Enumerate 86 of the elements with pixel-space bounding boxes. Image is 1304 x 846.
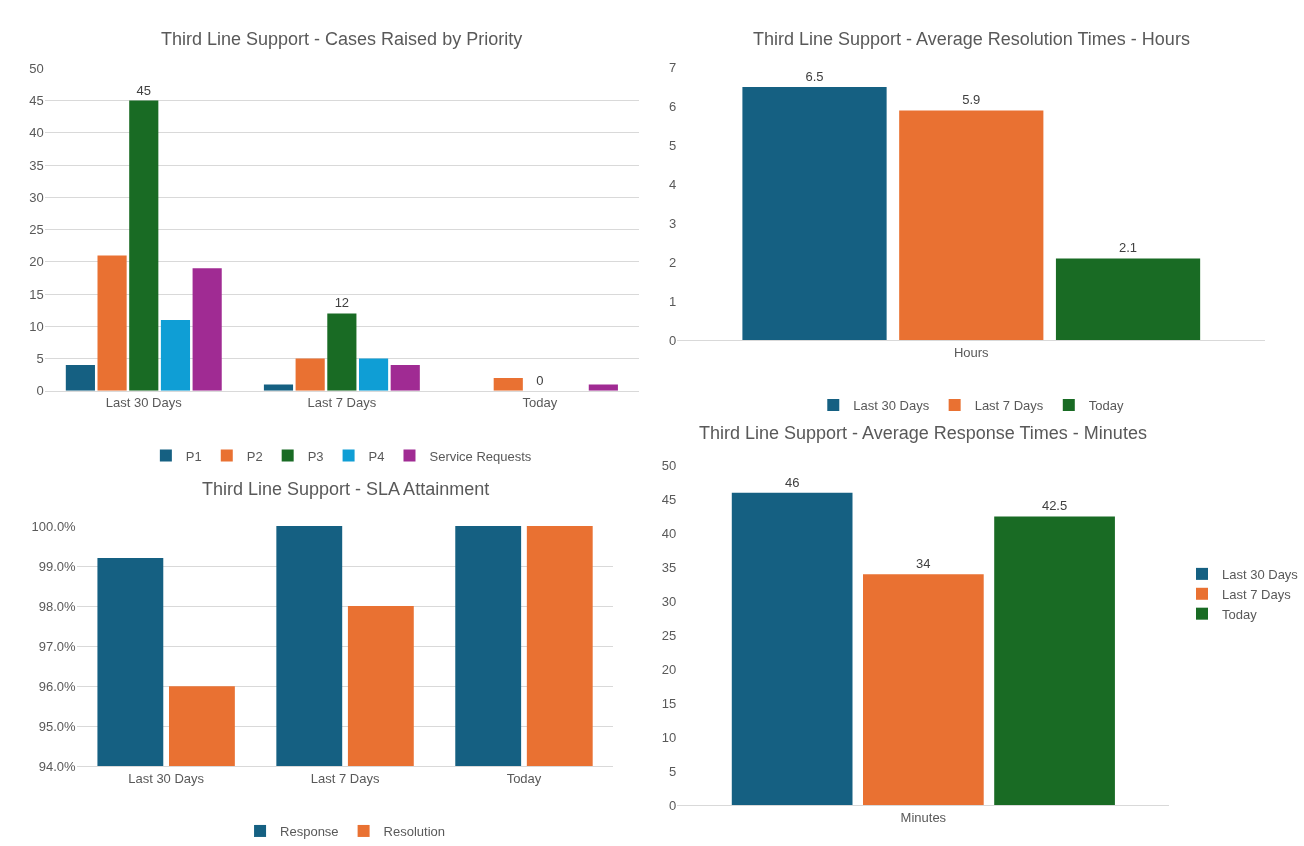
bar <box>263 384 294 391</box>
y-tick-label: 10 <box>29 318 44 334</box>
y-tick-label: 5 <box>36 351 44 367</box>
y-tick-label: 5 <box>669 763 677 779</box>
y-tick-label: 50 <box>29 60 44 76</box>
legend-label: Last 7 Days <box>1222 586 1292 602</box>
legend-label: Resolution <box>383 824 446 840</box>
y-tick-label: 7 <box>669 60 677 76</box>
y-tick-label: 10 <box>661 729 677 745</box>
y-tick-label: 96.0% <box>38 678 77 694</box>
legend-label: P1 <box>185 448 202 464</box>
bar <box>327 313 357 391</box>
bar <box>97 255 127 391</box>
x-tick-label: Last 30 Days <box>128 770 205 786</box>
bar <box>588 384 618 391</box>
y-tick-label: 1 <box>669 293 677 309</box>
y-tick-label: 100.0% <box>31 518 77 534</box>
chart-title: Third Line Support - Average Response Times - Minutes <box>699 423 1147 443</box>
y-tick-label: 95.0% <box>38 718 77 734</box>
y-tick-label: 98.0% <box>38 598 77 614</box>
x-tick-label: Hours <box>953 344 990 360</box>
y-tick-label: 15 <box>29 286 44 302</box>
y-tick-label: 45 <box>661 491 677 507</box>
chart-title: Third Line Support - Cases Raised by Priority <box>161 29 523 49</box>
x-tick-label: Today <box>506 770 542 786</box>
y-tick-label: 40 <box>661 525 677 541</box>
bar <box>160 319 191 391</box>
bar <box>1055 258 1201 341</box>
legend-label: Service Requests <box>429 448 532 464</box>
data-label: 46 <box>784 474 800 490</box>
x-tick-label: Last 7 Days <box>310 770 380 786</box>
y-tick-label: 25 <box>29 222 44 238</box>
bar <box>129 100 159 391</box>
bar <box>493 377 523 391</box>
y-tick-label: 97.0% <box>38 638 77 654</box>
data-label: 0 <box>536 372 544 388</box>
legend-label: Last 30 Days <box>1222 566 1299 582</box>
data-label: 12 <box>334 295 350 311</box>
data-label: 34 <box>916 556 931 572</box>
y-tick-label: 0 <box>669 332 677 348</box>
x-tick-label: Minutes <box>900 809 947 825</box>
chart-title: Third Line Support - Average Resolution Times - Hours <box>753 29 1190 49</box>
legend-label: Today <box>1222 606 1258 622</box>
bar <box>358 358 389 391</box>
y-tick-label: 0 <box>36 383 44 399</box>
legend-label: P4 <box>368 448 385 464</box>
y-tick-label: 30 <box>661 593 677 609</box>
bar <box>899 110 1044 341</box>
y-tick-label: 30 <box>29 189 44 205</box>
y-tick-label: 6 <box>669 99 677 115</box>
bar <box>994 516 1115 806</box>
y-tick-label: 20 <box>661 661 677 677</box>
y-tick-label: 5 <box>669 138 677 153</box>
y-tick-label: 40 <box>29 125 44 141</box>
y-tick-label: 35 <box>661 559 677 575</box>
data-label: 2.1 <box>1119 240 1138 256</box>
y-tick-label: 3 <box>669 215 677 231</box>
data-label: 5.9 <box>962 92 981 108</box>
bar <box>65 365 95 391</box>
y-tick-label: 20 <box>29 254 44 270</box>
bar <box>742 87 887 341</box>
y-tick-label: 35 <box>29 157 44 173</box>
y-tick-label: 45 <box>29 93 44 109</box>
bar <box>192 268 222 391</box>
y-tick-label: 50 <box>661 457 677 473</box>
y-tick-label: 99.0% <box>38 558 77 574</box>
bar <box>731 492 853 806</box>
data-label: 42.5 <box>1041 498 1068 514</box>
y-tick-label: 25 <box>661 627 677 643</box>
y-tick-label: 0 <box>669 797 677 813</box>
y-tick-label: 4 <box>669 176 677 192</box>
bar <box>295 358 325 391</box>
legend-label: Response <box>280 824 339 840</box>
legend-label: P3 <box>307 448 324 464</box>
y-tick-label: 94.0% <box>38 758 77 774</box>
chart-title: Third Line Support - SLA Attainment <box>202 479 490 499</box>
data-label: 6.5 <box>805 69 824 84</box>
legend-label: P2 <box>246 448 263 464</box>
x-tick-label: Today <box>522 395 558 411</box>
y-tick-label: 2 <box>669 254 677 270</box>
x-tick-label: Last 7 Days <box>307 395 377 411</box>
x-tick-label: Last 30 Days <box>105 395 183 411</box>
bar <box>390 365 420 391</box>
data-label: 45 <box>136 82 152 98</box>
bar <box>863 574 984 806</box>
y-tick-label: 15 <box>661 695 677 711</box>
